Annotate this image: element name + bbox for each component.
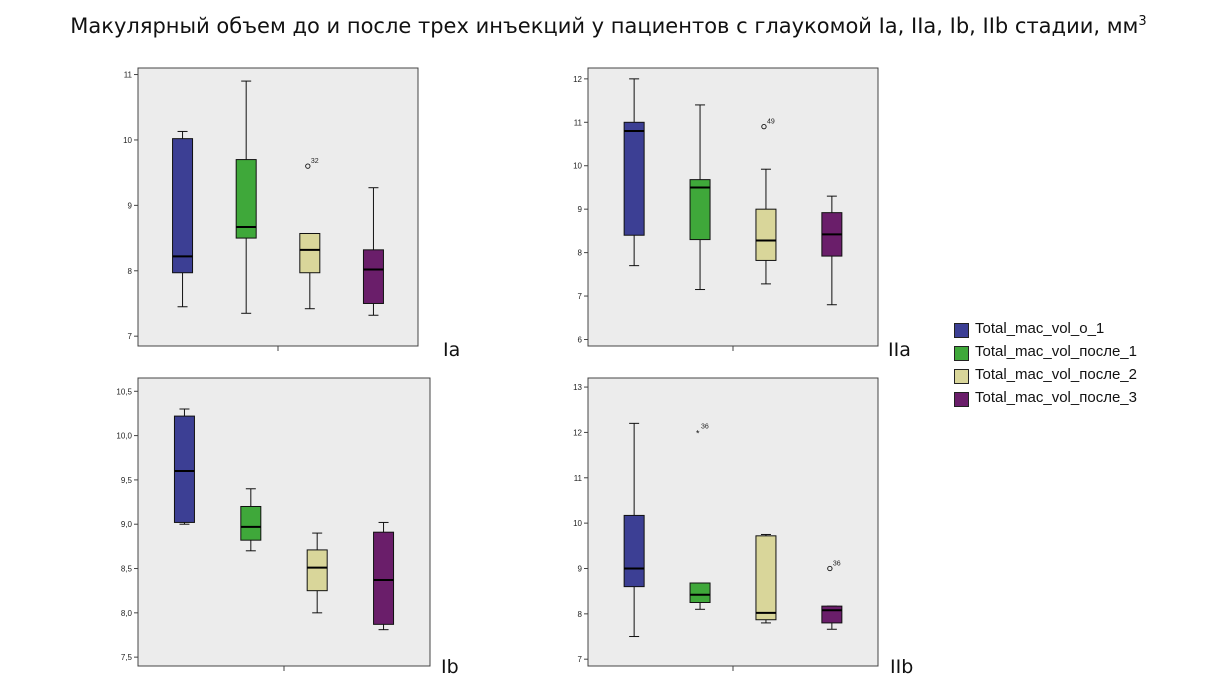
box-iqr — [173, 415, 195, 523]
box-1 — [623, 422, 645, 638]
legend-label: Total_mac_vol_после_1 — [975, 343, 1137, 360]
y-tick-label: 8 — [578, 610, 583, 619]
box-1 — [623, 78, 645, 267]
outlier-point — [761, 123, 767, 130]
box-4 — [821, 195, 843, 306]
y-tick-label: 7 — [578, 655, 583, 664]
title-text: Макулярный объем до и после трех инъекци… — [70, 14, 1139, 38]
y-tick-label: 11 — [574, 118, 583, 127]
legend-swatch — [954, 323, 969, 338]
stage-label-iia: IIa — [888, 339, 911, 361]
boxplot-ia: 7 8 9 10 11 32 — [123, 67, 419, 351]
box-3 — [755, 533, 777, 624]
chart-title: Макулярный объем до и после трех инъекци… — [0, 14, 1217, 38]
legend-swatch — [954, 369, 969, 384]
y-tick-label: 9,5 — [121, 476, 133, 485]
outlier-point — [827, 565, 833, 572]
y-tick-label: 10 — [123, 136, 132, 145]
box-iqr — [373, 531, 395, 625]
y-tick-label: 11 — [574, 474, 583, 483]
y-tick-label: 9 — [128, 201, 133, 210]
box-iqr — [821, 605, 843, 624]
panel-ib: 7,5 8,0 8,5 9,0 9,5 10,0 10,5 — [100, 376, 432, 686]
box-iqr — [689, 179, 711, 241]
y-tick-label: 10 — [573, 162, 582, 171]
y-tick-label: 7,5 — [121, 653, 133, 662]
box-4 — [362, 187, 384, 316]
y-tick-label: 10,0 — [116, 432, 132, 441]
y-tick-label: 8 — [128, 267, 133, 276]
y-tick-label: 7 — [128, 332, 133, 341]
outlier-label: 49 — [767, 119, 775, 126]
box-iqr — [235, 159, 257, 239]
legend-label: Total_mac_vol_после_3 — [975, 389, 1137, 406]
box-2: *36 — [689, 423, 711, 610]
y-tick-label: 13 — [573, 383, 582, 392]
boxplot-iia: 6 7 8 9 10 11 12 49 — [573, 67, 879, 351]
y-tick-label: 7 — [578, 292, 583, 301]
outlier-point — [305, 163, 311, 169]
box-iqr — [755, 208, 777, 261]
y-tick-label: 8,0 — [121, 609, 133, 618]
extreme-label: 36 — [701, 423, 709, 430]
legend-swatch — [954, 392, 969, 407]
box-1 — [173, 408, 195, 525]
y-tick-label: 8 — [578, 249, 583, 258]
box-iqr — [623, 514, 645, 588]
panel-iia: 6 7 8 9 10 11 12 49 — [550, 66, 880, 366]
y-tick-label: 10,5 — [116, 387, 132, 396]
box-iqr — [362, 249, 384, 304]
legend-label: Total_mac_vol_o_1 — [975, 320, 1105, 337]
box-3: 32 — [299, 158, 321, 310]
box-3 — [306, 532, 328, 614]
stage-label-ia: Ia — [443, 339, 461, 361]
y-tick-label: 11 — [124, 71, 133, 80]
outlier-label: 32 — [311, 158, 319, 165]
y-tick-label: 8,5 — [121, 565, 133, 574]
box-iqr — [172, 138, 194, 274]
box-1 — [172, 130, 194, 308]
box-3: 49 — [755, 119, 777, 285]
legend-label: Total_mac_vol_после_2 — [975, 366, 1137, 383]
y-tick-label: 6 — [578, 335, 583, 344]
box-iqr — [623, 121, 645, 236]
stage-label-ib: Ib — [441, 656, 459, 678]
box-4: 36 — [821, 560, 843, 630]
box-iqr — [299, 232, 321, 274]
box-2 — [235, 80, 257, 314]
y-tick-label: 9,0 — [121, 520, 133, 529]
box-2 — [689, 104, 711, 291]
box-2 — [240, 488, 262, 552]
box-4 — [373, 521, 395, 631]
boxplot-ib: 7,5 8,0 8,5 9,0 9,5 10,0 10,5 — [116, 377, 431, 671]
outlier-label: 36 — [833, 560, 841, 567]
y-tick-label: 12 — [573, 428, 582, 437]
panel-ia: 7 8 9 10 11 32 — [100, 66, 420, 366]
box-iqr — [306, 549, 328, 592]
y-tick-label: 12 — [573, 75, 582, 84]
title-superscript: 3 — [1138, 14, 1147, 29]
box-iqr — [689, 582, 711, 604]
panel-iib: 7 8 9 10 11 12 13 * 36 36 — [550, 376, 880, 686]
box-iqr — [755, 535, 777, 621]
y-tick-label: 9 — [578, 205, 583, 214]
legend-swatch — [954, 346, 969, 361]
stage-label-iib: IIb — [890, 656, 914, 678]
y-tick-label: 10 — [573, 519, 582, 528]
extreme-point: * — [696, 428, 700, 438]
y-tick-label: 9 — [578, 564, 583, 573]
box-iqr — [240, 505, 262, 541]
